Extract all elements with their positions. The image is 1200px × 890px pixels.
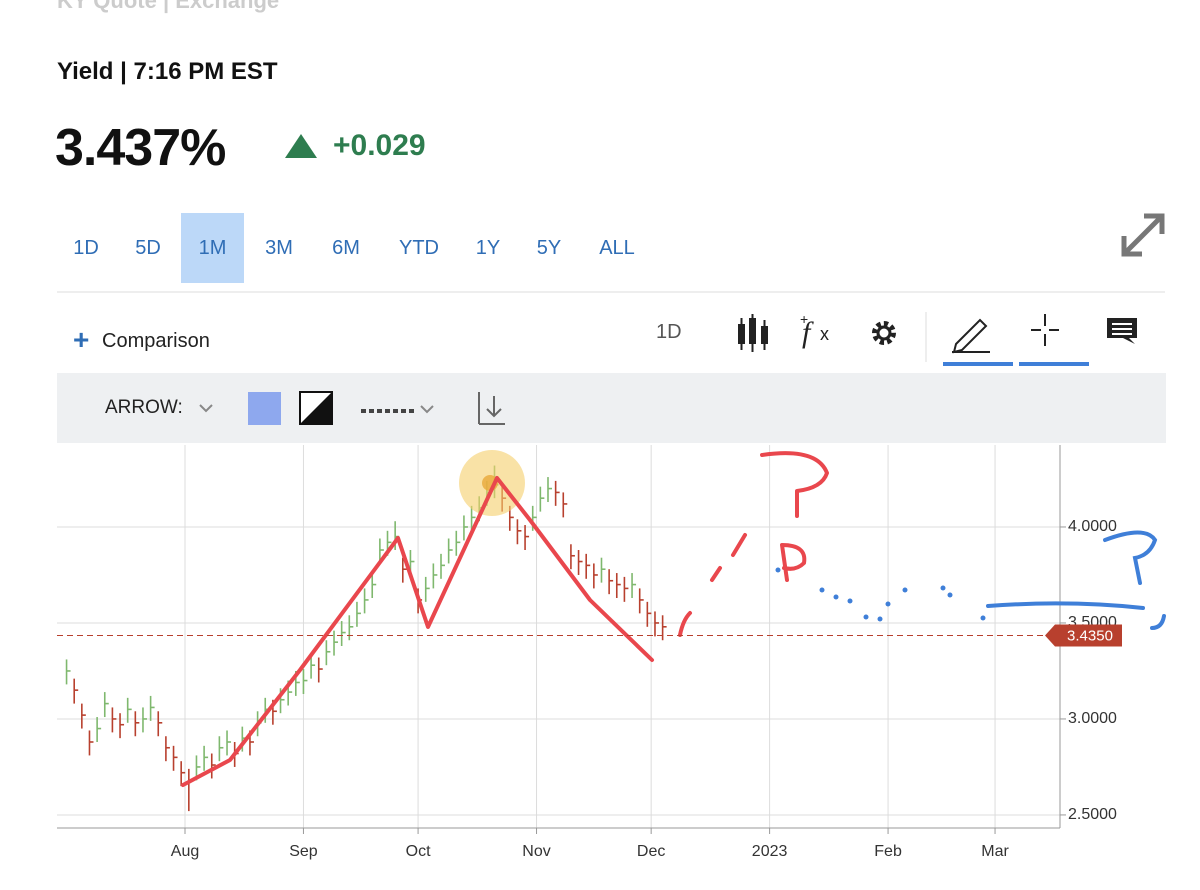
x-tick-label: Oct [406, 843, 431, 860]
svg-text:+: + [800, 312, 808, 327]
chart-tools: f x + [738, 312, 1137, 366]
range-tab[interactable]: 5D [135, 237, 161, 259]
x-tick-label: Feb [874, 843, 902, 860]
up-arrow [285, 134, 317, 158]
price: 3.437% [55, 119, 226, 177]
change: +0.029 [333, 129, 426, 162]
candle-icon[interactable] [738, 314, 768, 352]
range-tab[interactable]: 5Y [536, 237, 562, 259]
hand-drawing-blue [986, 530, 1166, 630]
pencil-icon[interactable] [952, 318, 990, 354]
x-tick-label: Mar [981, 843, 1009, 860]
y-tick-label: 3.0000 [1068, 710, 1117, 727]
gear-icon[interactable] [872, 321, 896, 345]
range-tab[interactable]: YTD [399, 237, 439, 259]
price-badge [1045, 624, 1122, 647]
x-tick-label: Dec [637, 843, 665, 860]
x-tick-label: Aug [171, 843, 199, 860]
y-tick-label: 2.5000 [1068, 806, 1117, 823]
comparison-button[interactable]: Comparison [102, 330, 210, 352]
x-tick-label: Sep [289, 843, 318, 860]
plus-icon[interactable]: + [73, 324, 90, 355]
yield-label: Yield | 7:16 PM EST [57, 58, 278, 85]
exchange: KY Quote | Exchange [57, 0, 280, 13]
hand-dots [775, 567, 986, 622]
hand-drawing [181, 451, 829, 787]
range-tab[interactable]: 1D [73, 237, 99, 259]
range-tab[interactable]: 3M [265, 237, 293, 259]
range-tab[interactable]: 1M [181, 213, 244, 283]
x-tick-label: Nov [522, 843, 550, 860]
comment-icon[interactable] [1107, 318, 1137, 344]
crosshair-icon[interactable] [1031, 314, 1059, 346]
y-tick-label: 4.0000 [1068, 518, 1117, 535]
dropdown[interactable] [199, 404, 213, 413]
svg-text:x: x [820, 324, 829, 344]
x-tick-label: 2023 [752, 843, 788, 860]
tool-label: ARROW: [105, 397, 183, 418]
range-tab[interactable]: 1Y [475, 237, 501, 259]
save-icon[interactable] [478, 392, 505, 425]
expand-icon[interactable] [1120, 212, 1166, 258]
range-tab[interactable]: 6M [332, 237, 360, 259]
interval-button[interactable]: 1D [656, 321, 682, 343]
price-badge-label: 3.4350 [1067, 627, 1113, 644]
drawing-toolbar-bg [57, 373, 1166, 443]
range-tab[interactable]: ALL [599, 237, 635, 259]
fill-color[interactable] [248, 392, 281, 425]
drawing-tools [199, 391, 505, 425]
